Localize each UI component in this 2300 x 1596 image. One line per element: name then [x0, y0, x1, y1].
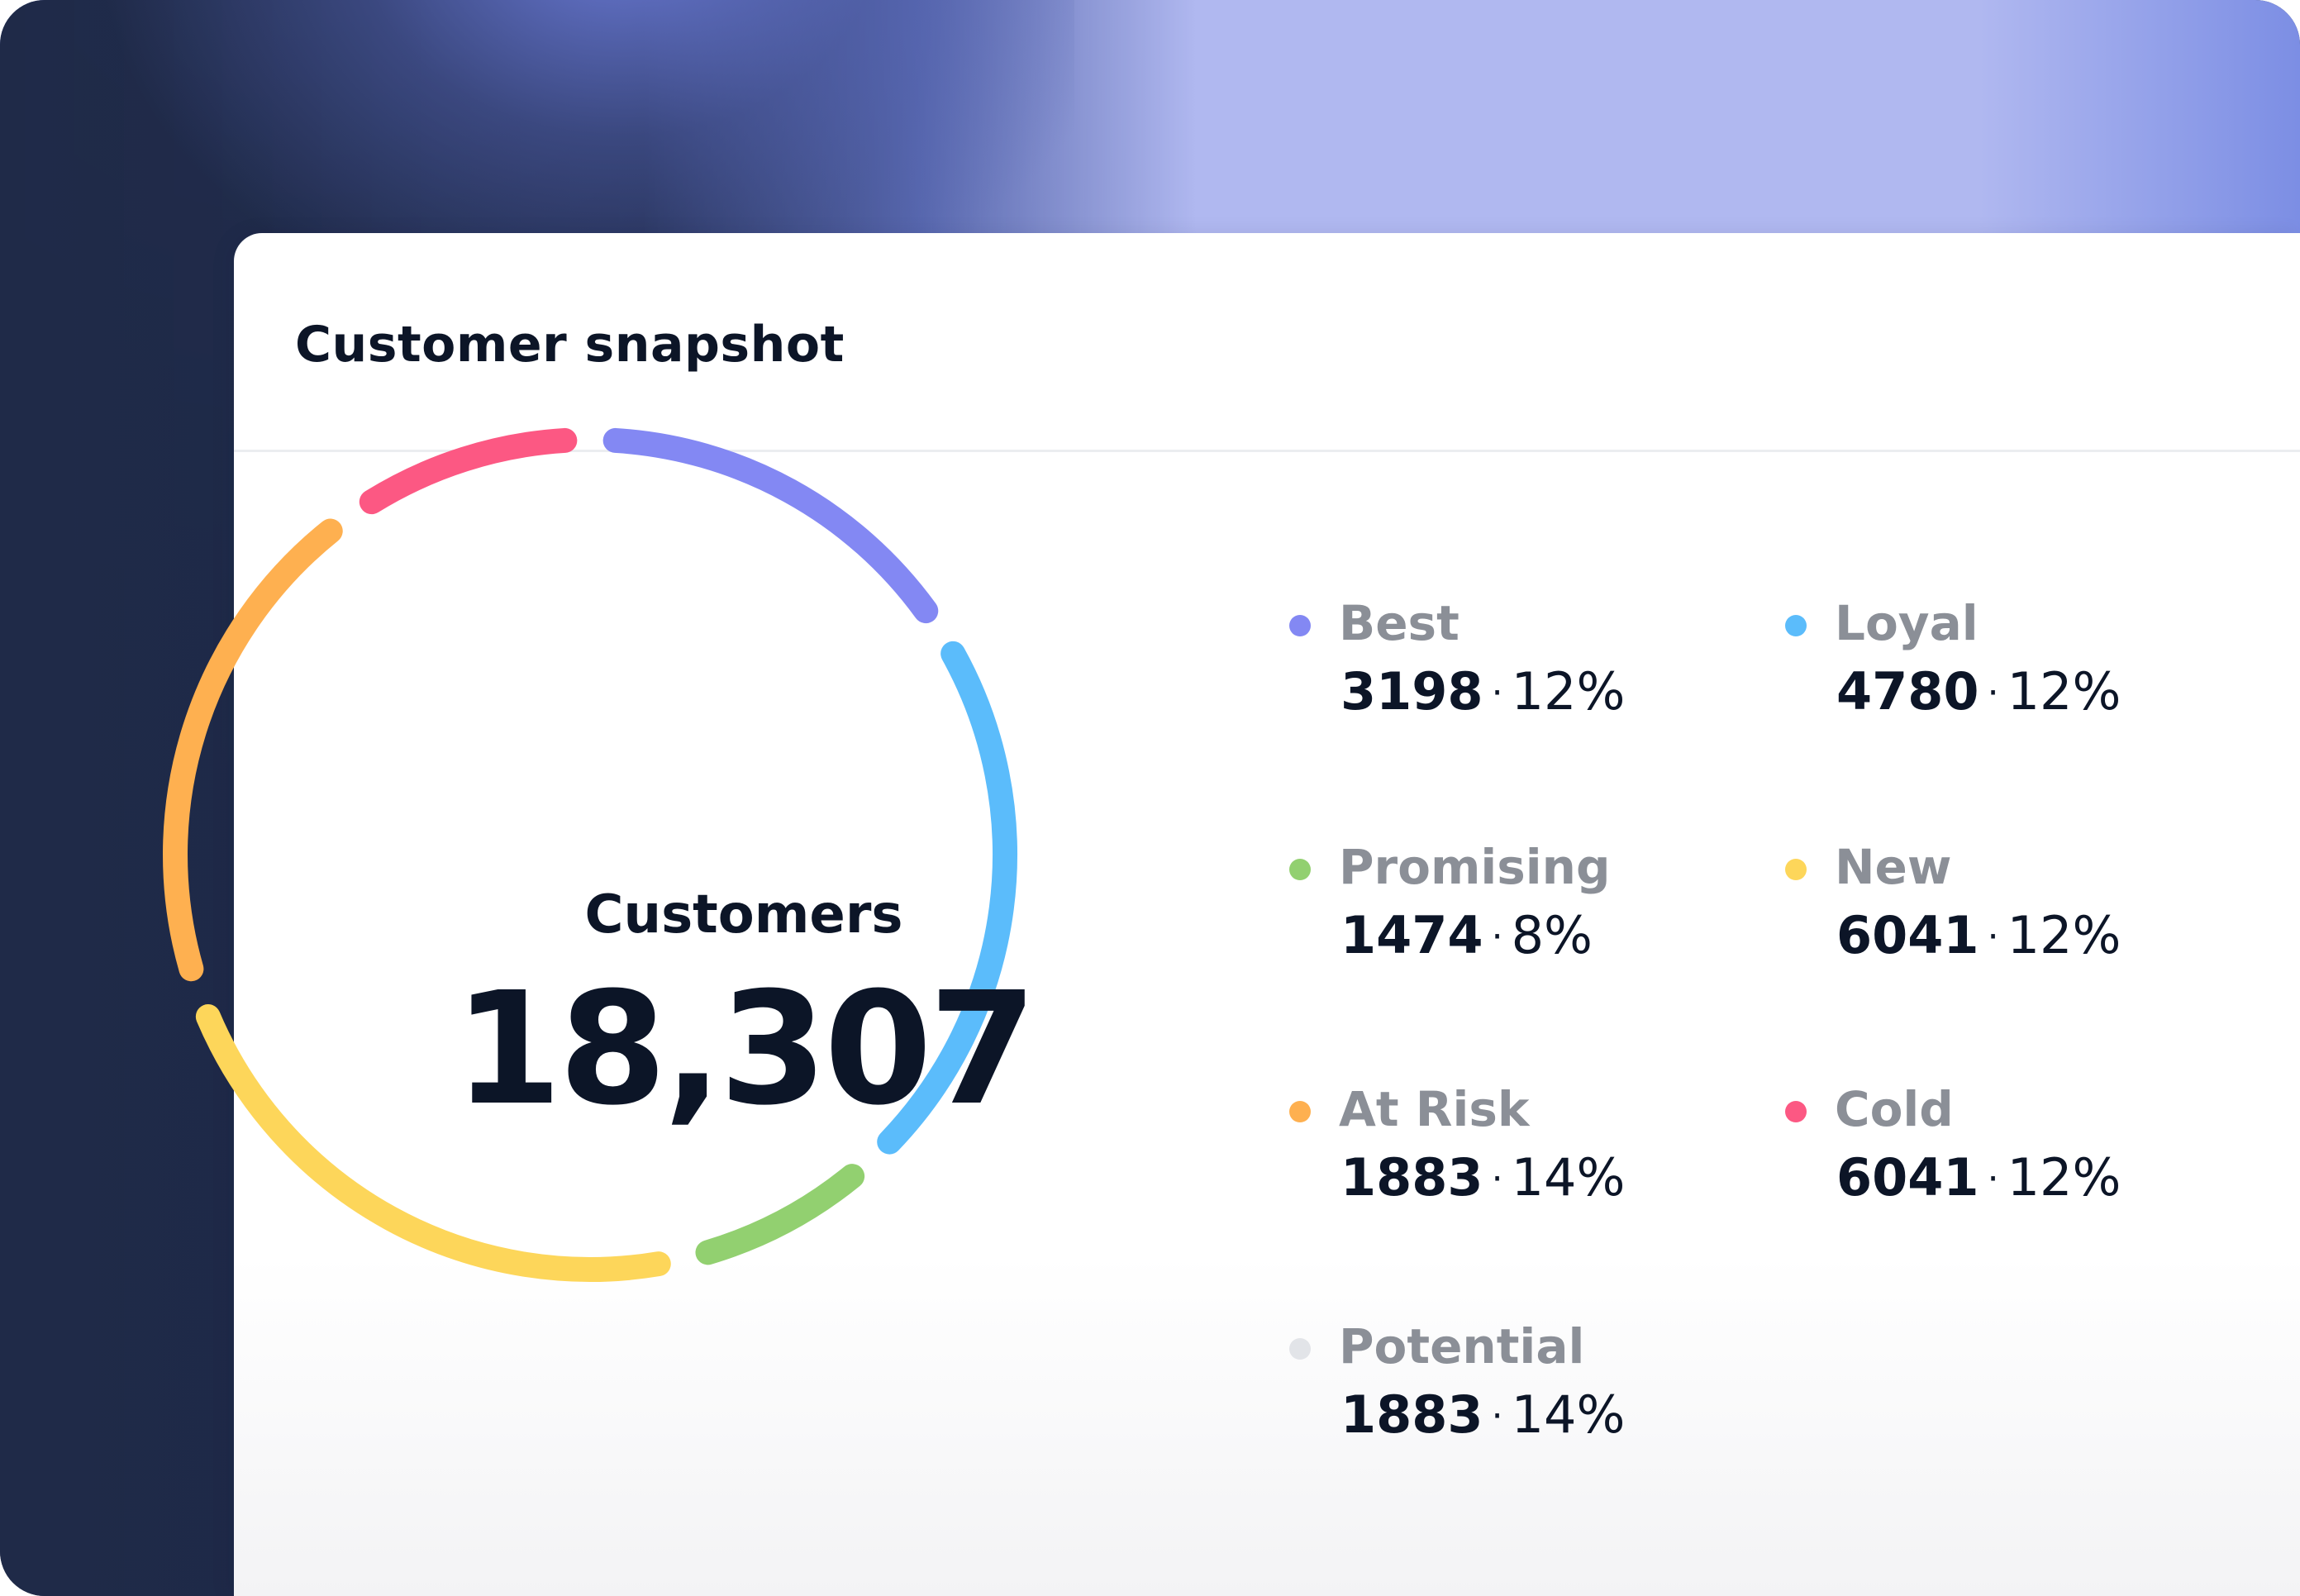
legend-separator: ·: [1491, 915, 1503, 958]
legend-name: Loyal: [1835, 595, 1979, 651]
legend-percent: 14%: [1511, 1384, 1626, 1445]
card-title: Customer snapshot: [295, 316, 845, 374]
legend-name: Potential: [1339, 1318, 1585, 1374]
legend-item-best[interactable]: Best 3198 · 12%: [1289, 595, 1752, 727]
legend-name: Cold: [1835, 1081, 1954, 1137]
customers-donut-chart: [163, 427, 1017, 1282]
legend-item-cold[interactable]: Cold 6041 · 12%: [1785, 1081, 2248, 1213]
legend-values: 1883 · 14%: [1340, 1384, 1625, 1445]
legend-percent: 12%: [2007, 1147, 2121, 1208]
legend-name: Best: [1339, 595, 1460, 651]
legend-item-loyal[interactable]: Loyal 4780 · 12%: [1785, 595, 2248, 727]
potential-dot-icon: [1289, 1338, 1311, 1360]
legend-values: 3198 · 12%: [1340, 661, 1625, 722]
legend-count: 6041: [1836, 905, 1979, 965]
legend-percent: 12%: [2007, 661, 2121, 722]
legend-percent: 12%: [1511, 661, 1626, 722]
card-header: Customer snapshot: [234, 233, 2300, 452]
legend-values: 6041 · 12%: [1836, 1147, 2121, 1208]
legend-count: 6041: [1836, 1147, 1979, 1208]
legend-separator: ·: [1987, 1157, 1999, 1200]
legend-separator: ·: [1987, 671, 1999, 714]
legend-count: 1883: [1340, 1384, 1483, 1445]
legend-percent: 8%: [1511, 905, 1593, 965]
legend-item-at-risk[interactable]: At Risk 1883 · 14%: [1289, 1081, 1752, 1213]
legend-separator: ·: [1491, 1157, 1503, 1200]
donut-segment-promising[interactable]: [695, 1164, 865, 1265]
legend-count: 1883: [1340, 1147, 1483, 1208]
legend-name: Promising: [1339, 839, 1611, 895]
donut-center-total: 18,307: [454, 959, 1036, 1140]
legend-values: 4780 · 12%: [1836, 661, 2121, 722]
legend-separator: ·: [1491, 671, 1503, 714]
legend-separator: ·: [1491, 1394, 1503, 1437]
promising-dot-icon: [1289, 859, 1311, 880]
legend-separator: ·: [1987, 915, 1999, 958]
loyal-dot-icon: [1785, 615, 1807, 636]
donut-center-label: Customers: [584, 884, 903, 946]
best-dot-icon: [1289, 615, 1311, 636]
legend-item-promising[interactable]: Promising 1474 · 8%: [1289, 839, 1752, 971]
legend-count: 1474: [1340, 905, 1483, 965]
legend-percent: 14%: [1511, 1147, 1626, 1208]
legend-values: 6041 · 12%: [1836, 905, 2121, 965]
legend-count: 3198: [1340, 661, 1483, 722]
new-dot-icon: [1785, 859, 1807, 880]
cold-dot-icon: [1785, 1101, 1807, 1122]
at-risk-dot-icon: [1289, 1101, 1311, 1122]
legend-values: 1883 · 14%: [1340, 1147, 1625, 1208]
donut-segment-loyal[interactable]: [877, 641, 1017, 1155]
legend-item-potential[interactable]: Potential 1883 · 14%: [1289, 1318, 1752, 1451]
legend-count: 4780: [1836, 661, 1979, 722]
donut-segment-new[interactable]: [195, 1004, 671, 1282]
legend-percent: 12%: [2007, 905, 2121, 965]
legend-name: New: [1835, 839, 1952, 895]
donut-segment-at-risk[interactable]: [163, 518, 343, 982]
legend-name: At Risk: [1339, 1081, 1530, 1137]
customer-snapshot-card: Customer snapshot: [234, 233, 2300, 1596]
donut-segment-best[interactable]: [602, 427, 939, 624]
legend-values: 1474 · 8%: [1340, 905, 1593, 965]
donut-segment-cold[interactable]: [359, 427, 578, 515]
legend-item-new[interactable]: New 6041 · 12%: [1785, 839, 2248, 971]
